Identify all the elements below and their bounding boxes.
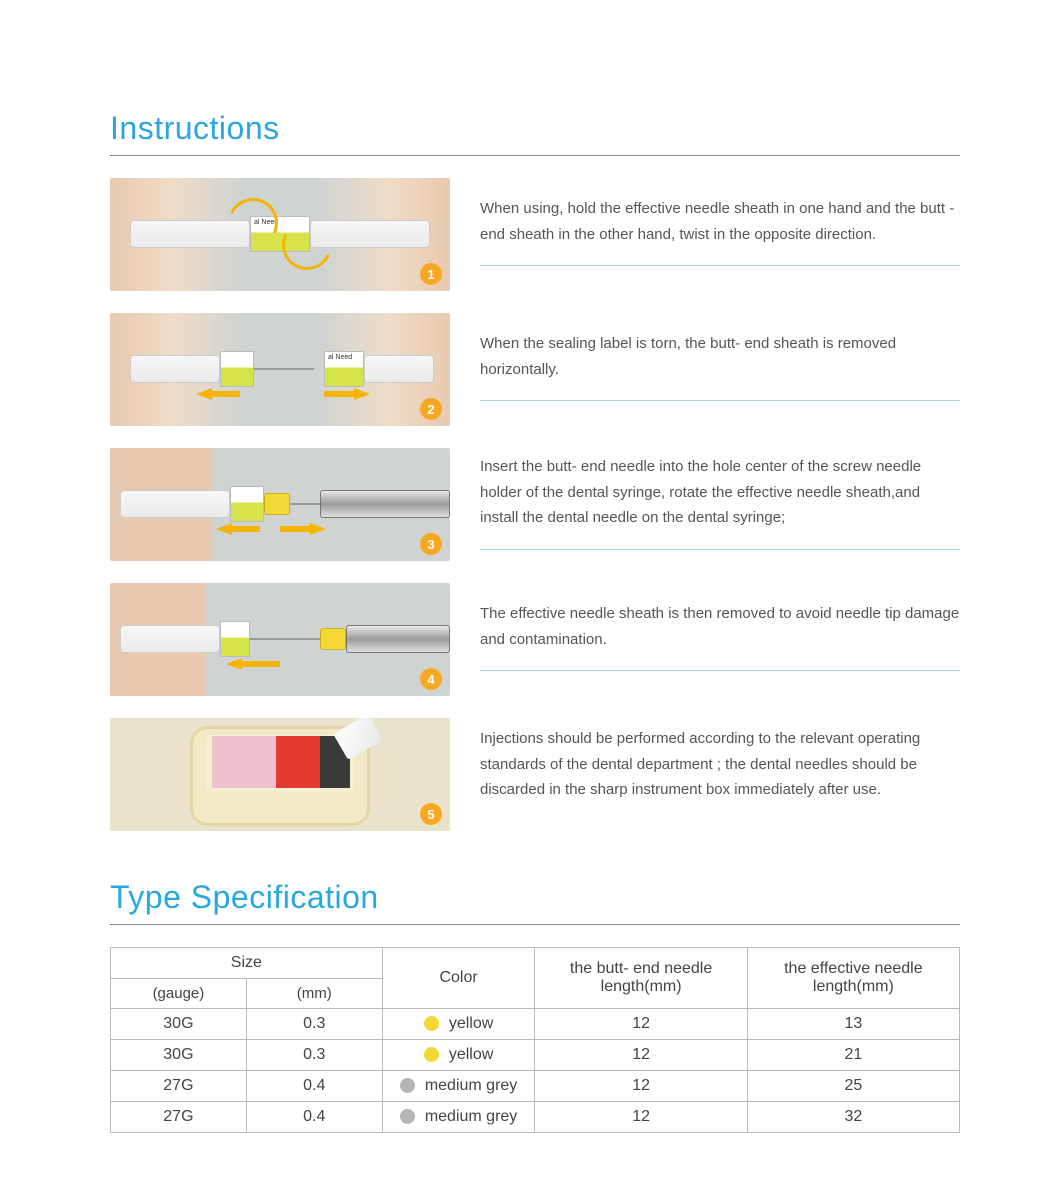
color-swatch <box>424 1016 439 1031</box>
color-name: medium grey <box>425 1077 517 1094</box>
instruction-row: al Need 2 When the sealing label is torn… <box>110 313 960 426</box>
step-image-2: al Need 2 <box>110 313 450 426</box>
step-divider <box>480 400 960 401</box>
color-swatch <box>400 1109 415 1124</box>
cell-mm: 0.4 <box>246 1071 382 1102</box>
step-text: Injections should be performed according… <box>480 726 960 803</box>
cell-butt: 12 <box>535 1102 747 1133</box>
cell-effective: 32 <box>747 1102 959 1133</box>
cell-gauge: 27G <box>111 1071 247 1102</box>
color-name: yellow <box>449 1046 493 1063</box>
step-text: Insert the butt- end needle into the hol… <box>480 454 960 531</box>
step-divider <box>480 670 960 671</box>
instruction-row: al Need 1 When using, hold the effective… <box>110 178 960 291</box>
th-size: Size <box>111 948 383 979</box>
cell-butt: 12 <box>535 1040 747 1071</box>
specification-section: Type Specification Size Color the butt- … <box>110 879 960 1133</box>
table-row: 27G 0.4 medium grey 12 25 <box>111 1071 960 1102</box>
instruction-row: 3 Insert the butt- end needle into the h… <box>110 448 960 561</box>
step-number: 4 <box>427 672 434 687</box>
th-gauge: (gauge) <box>111 979 247 1009</box>
step-image-5: 5 <box>110 718 450 831</box>
th-butt: the butt- end needle length(mm) <box>535 948 747 1009</box>
step-divider <box>480 549 960 550</box>
cell-gauge: 30G <box>111 1040 247 1071</box>
cell-gauge: 27G <box>111 1102 247 1133</box>
th-color: Color <box>382 948 535 1009</box>
cell-mm: 0.3 <box>246 1009 382 1040</box>
step-text: The effective needle sheath is then remo… <box>480 601 960 652</box>
spec-tbody: 30G 0.3 yellow 12 13 30G 0.3 yellow 12 2… <box>111 1009 960 1133</box>
cell-mm: 0.4 <box>246 1102 382 1133</box>
step-image-1: al Need 1 <box>110 178 450 291</box>
step-number: 3 <box>427 537 434 552</box>
step-text-col: Insert the butt- end needle into the hol… <box>480 448 960 550</box>
spec-table: Size Color the butt- end needle length(m… <box>110 947 960 1133</box>
th-butt-text: the butt- end needle length(mm) <box>570 960 712 995</box>
step-badge: 1 <box>420 263 442 285</box>
step-text-col: The effective needle sheath is then remo… <box>480 583 960 671</box>
step-badge: 3 <box>420 533 442 555</box>
cell-gauge: 30G <box>111 1009 247 1040</box>
instruction-row: 5 Injections should be performed accordi… <box>110 718 960 831</box>
color-swatch <box>400 1078 415 1093</box>
th-effective-text: the effective needle length(mm) <box>784 960 922 995</box>
step-badge: 2 <box>420 398 442 420</box>
cell-effective: 13 <box>747 1009 959 1040</box>
cell-color: medium grey <box>382 1102 535 1133</box>
instructions-title: Instructions <box>110 110 960 147</box>
step-badge: 4 <box>420 668 442 690</box>
step-number: 2 <box>427 402 434 417</box>
title-rule <box>110 924 960 925</box>
th-effective: the effective needle length(mm) <box>747 948 959 1009</box>
spec-title: Type Specification <box>110 879 960 916</box>
step-text-col: Injections should be performed according… <box>480 718 960 803</box>
cell-butt: 12 <box>535 1071 747 1102</box>
step-text-col: When the sealing label is torn, the butt… <box>480 313 960 401</box>
color-swatch <box>424 1047 439 1062</box>
table-row: 30G 0.3 yellow 12 21 <box>111 1040 960 1071</box>
instruction-row: 4 The effective needle sheath is then re… <box>110 583 960 696</box>
step-text: When using, hold the effective needle sh… <box>480 196 960 247</box>
th-mm: (mm) <box>246 979 382 1009</box>
cell-color: medium grey <box>382 1071 535 1102</box>
cell-color: yellow <box>382 1040 535 1071</box>
cell-color: yellow <box>382 1009 535 1040</box>
color-name: yellow <box>449 1015 493 1032</box>
title-rule <box>110 155 960 156</box>
step-image-3: 3 <box>110 448 450 561</box>
cell-mm: 0.3 <box>246 1040 382 1071</box>
step-badge: 5 <box>420 803 442 825</box>
cell-butt: 12 <box>535 1009 747 1040</box>
step-text: When the sealing label is torn, the butt… <box>480 331 960 382</box>
step-image-4: 4 <box>110 583 450 696</box>
step-number: 5 <box>427 807 434 822</box>
step-number: 1 <box>427 267 434 282</box>
step-text-col: When using, hold the effective needle sh… <box>480 178 960 266</box>
instructions-section: Instructions al Need 1 When using, hold … <box>110 110 960 831</box>
step-divider <box>480 265 960 266</box>
color-name: medium grey <box>425 1108 517 1125</box>
cell-effective: 25 <box>747 1071 959 1102</box>
cell-effective: 21 <box>747 1040 959 1071</box>
table-row: 27G 0.4 medium grey 12 32 <box>111 1102 960 1133</box>
table-row: 30G 0.3 yellow 12 13 <box>111 1009 960 1040</box>
